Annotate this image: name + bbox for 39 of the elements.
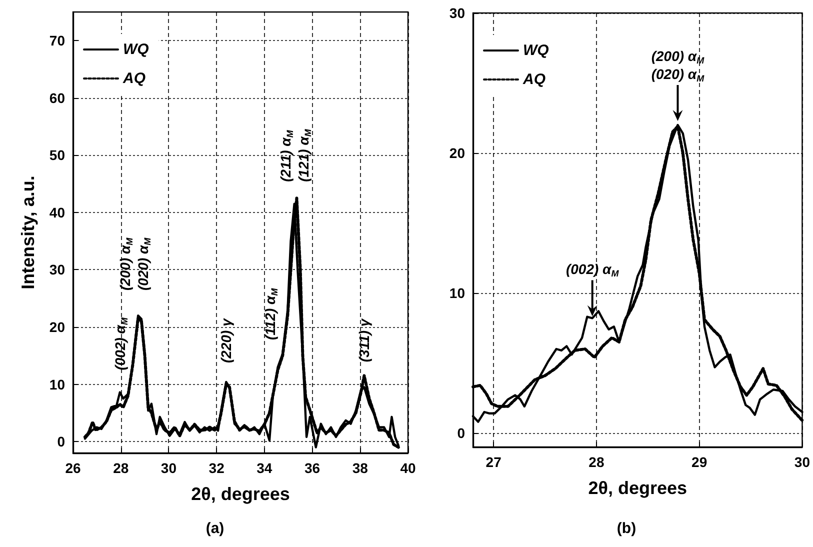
y-tick-label: 20 xyxy=(49,319,66,335)
x-tick-label: 40 xyxy=(400,460,416,476)
x-tick-label: 32 xyxy=(208,460,225,476)
text: (b) xyxy=(616,520,636,537)
y-tick-label: 10 xyxy=(49,376,66,392)
y-tick-label: 20 xyxy=(449,145,466,161)
legend-label: AQ xyxy=(122,70,146,87)
annotation: (211) αM (121) αM xyxy=(277,128,313,182)
text: (a) xyxy=(206,520,224,537)
x-tick-label: 36 xyxy=(304,460,320,476)
x-tick-label: 29 xyxy=(692,454,708,470)
legend-label: WQ xyxy=(523,42,550,59)
y-tick-label: 40 xyxy=(49,204,66,220)
x-axis-title: 2θ, degrees xyxy=(588,478,687,498)
y-tick-label: 30 xyxy=(449,5,466,21)
x-tick-label: 28 xyxy=(113,460,129,476)
y-tick-label: 0 xyxy=(457,425,466,441)
x-tick-label: 30 xyxy=(794,454,810,470)
annotation: (220) γ xyxy=(218,317,234,363)
annotation: (200) αM (020) αM xyxy=(117,237,153,291)
y-tick-label: 30 xyxy=(49,262,66,278)
x-tick-label: 26 xyxy=(65,460,81,476)
legend-label: AQ xyxy=(522,71,546,88)
y-tick-label: 50 xyxy=(49,147,66,164)
annotation: (311) γ xyxy=(356,318,372,362)
x-tick-label: 30 xyxy=(160,460,177,476)
legend-label: WQ xyxy=(123,41,150,58)
y-tick-label: 60 xyxy=(49,90,66,106)
x-tick-label: 38 xyxy=(352,460,368,476)
y-tick-label: 0 xyxy=(57,434,66,450)
y-axis-title: Intensity, a.u. xyxy=(18,176,38,290)
x-axis-title: 2θ, degrees xyxy=(191,484,290,504)
x-tick-label: 27 xyxy=(486,454,502,470)
x-tick-label: 28 xyxy=(588,454,604,470)
annotation: (002) αM xyxy=(112,317,130,370)
y-tick-label: 10 xyxy=(449,285,466,301)
annotation: (112) αM xyxy=(262,288,280,340)
y-tick-label: 70 xyxy=(49,32,66,49)
x-tick-label: 34 xyxy=(256,460,272,476)
